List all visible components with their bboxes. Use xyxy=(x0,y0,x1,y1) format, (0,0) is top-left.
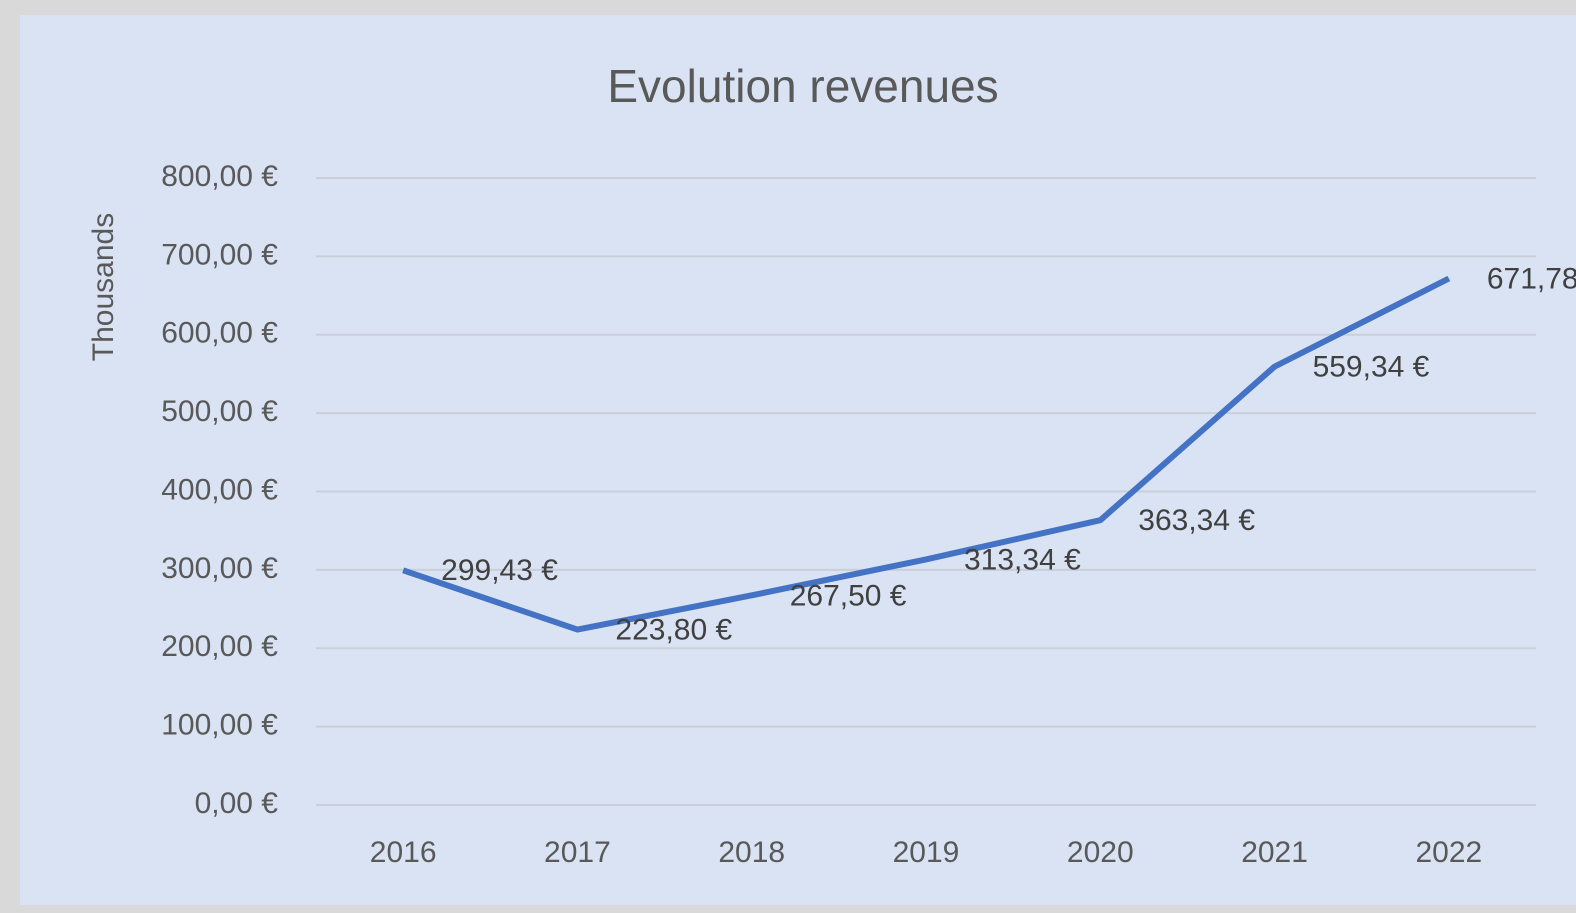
data-label: 671,78 € xyxy=(1487,262,1576,295)
y-tick-label: 700,00 € xyxy=(161,238,278,271)
y-tick-label: 200,00 € xyxy=(161,630,278,663)
data-label: 299,43 € xyxy=(441,554,558,587)
data-label: 223,80 € xyxy=(615,614,732,647)
data-label: 363,34 € xyxy=(1138,504,1255,537)
y-tick-label: 600,00 € xyxy=(161,317,278,350)
x-tick-label: 2016 xyxy=(370,836,437,869)
y-tick-label: 400,00 € xyxy=(161,473,278,506)
y-tick-label: 100,00 € xyxy=(161,709,278,742)
x-tick-label: 2018 xyxy=(718,836,785,869)
x-tick-label: 2022 xyxy=(1415,836,1482,869)
series-line xyxy=(402,275,1451,633)
x-tick-label: 2017 xyxy=(544,836,611,869)
y-tick-label: 500,00 € xyxy=(161,395,278,428)
data-label: 313,34 € xyxy=(964,543,1081,576)
y-tick-label: 800,00 € xyxy=(161,160,278,193)
data-label: 559,34 € xyxy=(1313,351,1430,384)
data-label: 267,50 € xyxy=(790,579,907,612)
chart-area xyxy=(20,15,1576,905)
x-tick-label: 2020 xyxy=(1067,836,1134,869)
x-tick-label: 2019 xyxy=(893,836,960,869)
x-tick-label: 2021 xyxy=(1241,836,1308,869)
chart-title: Evolution revenues xyxy=(607,60,998,112)
y-tick-label: 0,00 € xyxy=(195,787,279,820)
y-tick-label: 300,00 € xyxy=(161,552,278,585)
y-axis-label: Thousands xyxy=(87,213,120,361)
